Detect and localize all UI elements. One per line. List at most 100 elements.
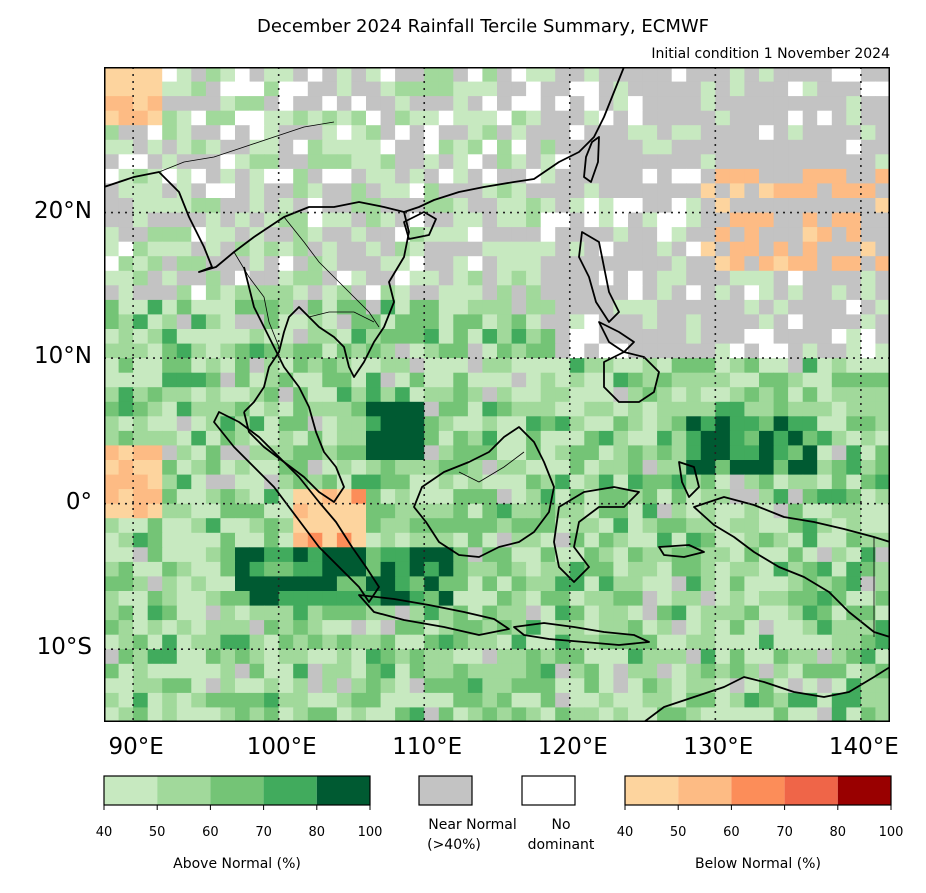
coastline-new-guinea	[693, 496, 890, 638]
grid-cell	[788, 81, 804, 97]
grid-cell	[729, 518, 745, 534]
grid-cell	[860, 489, 876, 505]
grid-cell	[104, 678, 119, 694]
grid-cell	[438, 270, 454, 286]
grid-cell	[497, 183, 512, 199]
grid-cell	[788, 343, 804, 359]
grid-cell	[453, 81, 469, 97]
grid-cell	[628, 576, 643, 592]
grid-cell	[438, 430, 454, 446]
grid-cell	[322, 372, 338, 388]
grid-cell	[424, 241, 440, 257]
grid-cell	[817, 591, 833, 606]
grid-cell	[860, 285, 876, 301]
grid-cell	[700, 430, 716, 446]
grid-cell	[584, 358, 600, 374]
grid-cell	[424, 168, 440, 184]
grid-cell	[802, 372, 818, 388]
grid-cell	[715, 256, 731, 272]
grid-cell	[147, 620, 163, 636]
graticule	[104, 67, 890, 722]
grid-cell	[759, 81, 774, 97]
grid-cell	[555, 183, 571, 199]
grid-cell	[104, 358, 119, 374]
grid-cell	[176, 67, 192, 82]
grid-cell	[497, 358, 512, 374]
grid-cell	[875, 110, 890, 126]
grid-cell	[249, 67, 265, 82]
grid-cell	[613, 620, 629, 636]
grid-cell	[700, 416, 716, 432]
grid-cell	[351, 168, 367, 184]
grid-cell	[336, 387, 352, 403]
grid-cell	[438, 416, 454, 432]
grid-cell	[875, 707, 890, 722]
colorbar-tick-label: 50	[148, 825, 166, 840]
grid-cell	[773, 518, 789, 534]
grid-cell	[453, 314, 469, 330]
grid-cell	[366, 241, 381, 257]
grid-cell	[759, 474, 774, 490]
grid-cell	[860, 125, 876, 141]
grid-cell	[235, 67, 250, 82]
grid-cell	[467, 314, 483, 330]
grid-cell	[249, 314, 265, 330]
grid-cell	[162, 416, 178, 432]
grid-cell	[671, 416, 687, 432]
grid-cell	[817, 547, 833, 563]
grid-cell	[118, 125, 134, 141]
grid-cell	[802, 343, 818, 359]
grid-cell	[438, 372, 454, 388]
grid-cell	[642, 372, 658, 388]
grid-cell	[759, 299, 774, 315]
grid-cell	[729, 649, 745, 665]
grid-cell	[526, 518, 542, 534]
grid-cell	[628, 474, 643, 490]
grid-cell	[511, 227, 527, 243]
grid-cell	[686, 227, 702, 243]
grid-cell	[729, 416, 745, 432]
grid-cell	[555, 96, 571, 112]
grid-cell	[482, 198, 498, 213]
grid-cell	[555, 168, 571, 184]
grid-cell	[264, 96, 280, 112]
grid-cell	[453, 634, 469, 650]
grid-cell	[598, 532, 614, 548]
grid-cell	[598, 125, 614, 141]
grid-cell	[526, 649, 542, 665]
grid-cell	[235, 489, 250, 505]
grid-cell	[555, 125, 571, 141]
grid-cell	[817, 416, 833, 432]
grid-cell	[744, 692, 760, 708]
grid-cell	[453, 270, 469, 286]
grid-cell	[220, 547, 236, 563]
grid-cell	[409, 474, 425, 490]
grid-cell	[511, 692, 527, 708]
grid-cell	[729, 168, 745, 184]
grid-cell	[628, 183, 643, 199]
grid-cell	[322, 678, 338, 694]
grid-cell	[831, 67, 847, 82]
grid-cell	[846, 445, 862, 461]
colorbar-frame	[624, 775, 892, 806]
grid-cell	[759, 634, 774, 650]
grid-cell	[249, 663, 265, 679]
grid-cell	[366, 605, 381, 621]
grid-cell	[613, 285, 629, 301]
grid-cell	[526, 576, 542, 592]
grid-cell	[467, 168, 483, 184]
grid-cell	[598, 343, 614, 359]
grid-cell	[700, 227, 716, 243]
grid-cell	[467, 343, 483, 359]
longitude-label: 130°E	[683, 734, 754, 760]
grid-cell	[366, 503, 381, 519]
grid-cell	[831, 358, 847, 374]
grid-cell	[628, 518, 643, 534]
grid-cell	[715, 212, 731, 228]
grid-cell	[657, 518, 673, 534]
grid-cell	[540, 343, 556, 359]
grid-cell	[744, 256, 760, 272]
grid-cell	[875, 183, 890, 199]
grid-cell	[307, 576, 323, 592]
grid-cell	[162, 154, 178, 170]
